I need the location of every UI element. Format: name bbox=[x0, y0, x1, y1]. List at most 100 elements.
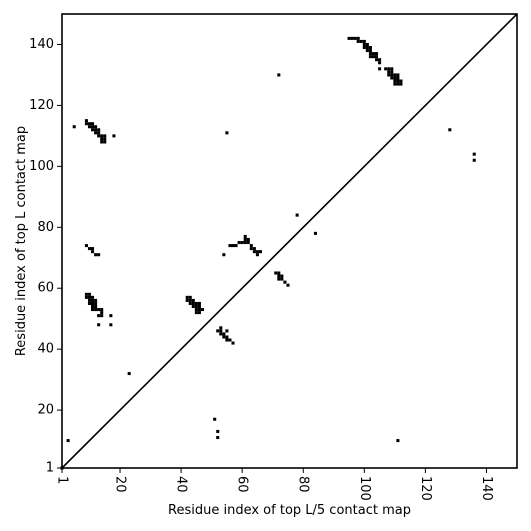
contact-point bbox=[216, 429, 220, 433]
contact-point bbox=[277, 73, 281, 77]
contact-point bbox=[100, 308, 104, 312]
contact-point bbox=[191, 298, 195, 302]
contact-point bbox=[194, 311, 198, 315]
y-tick-label: 80 bbox=[37, 220, 54, 235]
contact-point bbox=[396, 439, 400, 443]
contact-point bbox=[200, 308, 204, 312]
contact-point bbox=[378, 58, 382, 62]
contact-point bbox=[225, 131, 229, 135]
contact-point bbox=[100, 137, 104, 141]
contact-point bbox=[97, 323, 101, 327]
contact-point bbox=[94, 253, 98, 257]
contact-point bbox=[94, 125, 98, 129]
contact-point bbox=[219, 326, 223, 330]
contact-point bbox=[228, 244, 232, 248]
contact-point bbox=[109, 314, 113, 318]
contact-point bbox=[103, 140, 107, 144]
contact-point bbox=[222, 253, 226, 257]
contact-point bbox=[100, 311, 104, 315]
contact-point bbox=[243, 241, 247, 245]
contact-point bbox=[97, 253, 101, 257]
contact-point bbox=[197, 301, 201, 305]
contact-point bbox=[249, 244, 253, 248]
y-tick-label: 140 bbox=[29, 37, 54, 52]
contact-point bbox=[87, 125, 92, 129]
contact-point bbox=[234, 244, 238, 248]
contact-point bbox=[240, 241, 244, 245]
contact-point bbox=[194, 304, 198, 309]
contact-point bbox=[277, 274, 281, 278]
contact-point bbox=[396, 82, 400, 86]
contact-point bbox=[87, 295, 92, 299]
contact-point bbox=[362, 39, 366, 43]
contact-point bbox=[472, 152, 476, 156]
contact-point bbox=[219, 329, 223, 333]
contact-point bbox=[375, 52, 379, 56]
contact-point bbox=[225, 338, 229, 342]
contact-point bbox=[399, 79, 403, 83]
contact-point bbox=[283, 280, 287, 284]
contact-point bbox=[277, 277, 281, 281]
contact-point bbox=[368, 52, 372, 56]
contact-point bbox=[188, 295, 192, 299]
contact-point bbox=[390, 76, 394, 80]
contact-point bbox=[448, 128, 452, 132]
contact-point bbox=[365, 49, 369, 53]
contact-point bbox=[362, 45, 366, 50]
contact-point bbox=[97, 134, 101, 138]
y-tick-label: 100 bbox=[29, 159, 54, 174]
x-axis-ticks: 1 20 40 60 80 100 120 140 bbox=[55, 468, 494, 501]
contact-point bbox=[112, 134, 116, 138]
contact-point bbox=[243, 234, 247, 238]
contact-point bbox=[280, 274, 284, 278]
contact-point bbox=[219, 332, 223, 336]
contact-point bbox=[399, 82, 403, 86]
contact-point bbox=[194, 301, 198, 305]
contact-point bbox=[396, 76, 400, 80]
y-tick-label: 40 bbox=[37, 342, 54, 357]
contact-point bbox=[371, 52, 375, 56]
contact-point bbox=[91, 247, 95, 251]
contact-point bbox=[246, 237, 250, 241]
y-axis-label: Residue index of top L contact map bbox=[14, 126, 29, 356]
contact-point bbox=[258, 250, 263, 254]
contact-point bbox=[197, 308, 201, 312]
contact-point bbox=[225, 335, 229, 339]
contact-point bbox=[84, 292, 88, 296]
contact-point bbox=[66, 439, 70, 443]
contact-point bbox=[387, 70, 391, 74]
contact-point bbox=[94, 301, 98, 305]
contact-point bbox=[94, 128, 98, 132]
x-axis-label: Residue index of top L/5 contact map bbox=[168, 503, 411, 518]
contact-point bbox=[356, 36, 360, 40]
contact-point bbox=[365, 42, 369, 46]
contact-point bbox=[100, 314, 104, 318]
contact-point bbox=[87, 292, 92, 296]
contact-point bbox=[231, 244, 235, 248]
contact-point bbox=[197, 304, 201, 309]
x-tick-label: 40 bbox=[174, 476, 189, 493]
contact-point bbox=[91, 250, 95, 254]
contact-point bbox=[368, 45, 372, 50]
contact-point bbox=[371, 55, 375, 59]
contact-point bbox=[216, 436, 220, 440]
contact-point bbox=[225, 329, 229, 333]
contact-point bbox=[252, 250, 256, 254]
contact-point bbox=[216, 329, 220, 333]
contact-point bbox=[237, 241, 241, 245]
x-tick-label: 100 bbox=[357, 476, 372, 501]
y-tick-label: 60 bbox=[37, 281, 54, 296]
contact-point bbox=[127, 372, 131, 376]
contact-point bbox=[94, 298, 98, 302]
contact-point bbox=[97, 308, 101, 312]
contact-point bbox=[252, 247, 256, 251]
contact-point bbox=[365, 45, 369, 50]
contact-point bbox=[286, 283, 290, 287]
contact-point bbox=[249, 247, 253, 251]
contact-point bbox=[359, 39, 363, 43]
contact-point bbox=[393, 73, 397, 77]
contact-point bbox=[188, 301, 192, 305]
contact-point bbox=[84, 244, 88, 248]
